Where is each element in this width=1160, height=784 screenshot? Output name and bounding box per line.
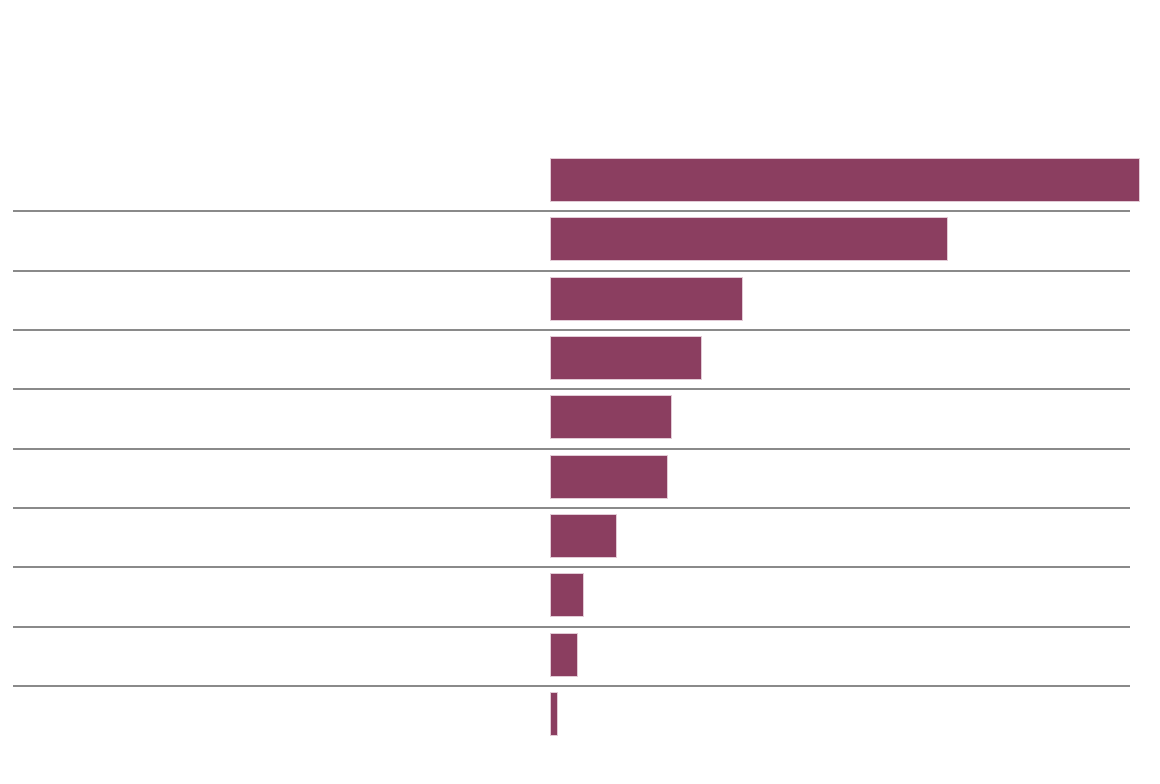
bar [550, 454, 668, 499]
bar-chart [0, 152, 1160, 745]
chart-row [0, 211, 1160, 272]
chart-row [0, 330, 1160, 391]
bar [550, 513, 617, 558]
bar [550, 632, 578, 677]
bar [550, 691, 558, 736]
bar [550, 217, 948, 262]
chart-row [0, 567, 1160, 628]
chart-row [0, 389, 1160, 450]
bar [550, 395, 672, 440]
bar [550, 276, 743, 321]
chart-row [0, 271, 1160, 332]
bar [550, 335, 702, 380]
chart-row [0, 686, 1160, 745]
bar [550, 573, 584, 618]
chart-row [0, 508, 1160, 569]
bar [550, 158, 1140, 202]
chart-row [0, 152, 1160, 213]
chart-row [0, 449, 1160, 510]
chart-row [0, 627, 1160, 688]
